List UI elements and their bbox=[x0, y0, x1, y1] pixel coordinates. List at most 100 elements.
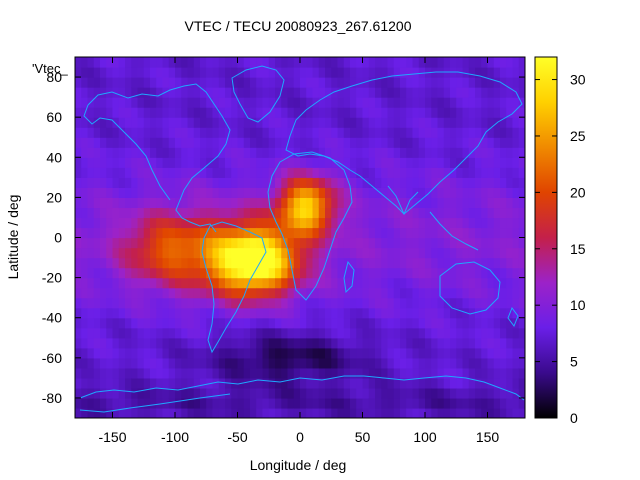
heatmap-cell bbox=[275, 187, 282, 198]
heatmap-cell bbox=[125, 97, 132, 108]
heatmap-cell bbox=[425, 87, 432, 98]
heatmap-cell bbox=[518, 177, 525, 188]
heatmap-cell bbox=[100, 77, 107, 88]
y-tick-label: 80 bbox=[46, 69, 62, 85]
heatmap-cell bbox=[356, 237, 364, 249]
heatmap-cell bbox=[125, 297, 132, 309]
heatmap-cell bbox=[150, 217, 157, 229]
heatmap-cell bbox=[193, 207, 201, 219]
heatmap-cell bbox=[456, 347, 464, 359]
heatmap-cell bbox=[212, 257, 220, 269]
heatmap-cell bbox=[181, 377, 189, 389]
heatmap-cell bbox=[400, 87, 407, 98]
heatmap-cell bbox=[256, 397, 264, 409]
heatmap-cell bbox=[418, 307, 426, 319]
heatmap-cell bbox=[300, 257, 307, 269]
heatmap-cell bbox=[300, 207, 307, 219]
heatmap-cell bbox=[500, 317, 507, 329]
heatmap-cell bbox=[281, 167, 289, 178]
heatmap-cell bbox=[343, 57, 351, 68]
heatmap-cell bbox=[81, 297, 89, 309]
heatmap-cell bbox=[81, 347, 89, 359]
heatmap-cell bbox=[331, 387, 339, 399]
heatmap-cell bbox=[318, 387, 326, 399]
heatmap-cell bbox=[375, 67, 382, 78]
heatmap-cell bbox=[343, 317, 351, 329]
heatmap-cell bbox=[312, 357, 320, 369]
heatmap-cell bbox=[218, 87, 226, 98]
heatmap-cell bbox=[443, 217, 451, 229]
heatmap-cell bbox=[512, 127, 520, 138]
heatmap-cell bbox=[268, 87, 276, 98]
heatmap-cell bbox=[212, 287, 220, 299]
heatmap-cell bbox=[243, 247, 251, 259]
heatmap-cell bbox=[275, 327, 282, 339]
heatmap-cell bbox=[362, 67, 370, 78]
heatmap-cell bbox=[75, 137, 82, 148]
heatmap-cell bbox=[93, 137, 101, 148]
heatmap-cell bbox=[218, 357, 226, 369]
heatmap-cell bbox=[343, 197, 351, 209]
heatmap-cell bbox=[425, 357, 432, 369]
heatmap-cell bbox=[118, 237, 126, 249]
heatmap-cell bbox=[106, 337, 114, 349]
heatmap-cell bbox=[112, 337, 120, 349]
heatmap-cell bbox=[356, 397, 364, 409]
heatmap-cell bbox=[393, 167, 401, 178]
heatmap-cell bbox=[350, 277, 357, 289]
heatmap-cell bbox=[481, 297, 489, 309]
heatmap-cell bbox=[293, 407, 301, 418]
y-tick-label: -20 bbox=[42, 270, 62, 286]
heatmap-cell bbox=[162, 407, 170, 418]
heatmap-cell bbox=[243, 347, 251, 359]
heatmap-cell bbox=[125, 237, 132, 249]
heatmap-cell bbox=[287, 197, 295, 209]
heatmap-cell bbox=[368, 397, 376, 409]
heatmap-cell bbox=[500, 137, 507, 148]
heatmap-cell bbox=[150, 377, 157, 389]
heatmap-cell bbox=[443, 357, 451, 369]
heatmap-cell bbox=[518, 347, 525, 359]
heatmap-cell bbox=[75, 87, 82, 98]
heatmap-cell bbox=[350, 307, 357, 319]
heatmap-cell bbox=[512, 327, 520, 339]
heatmap-cell bbox=[306, 257, 314, 269]
heatmap-cell bbox=[406, 327, 414, 339]
heatmap-cell bbox=[168, 397, 176, 409]
heatmap-cell bbox=[506, 397, 514, 409]
heatmap-cell bbox=[368, 247, 376, 259]
heatmap-cell bbox=[106, 217, 114, 229]
heatmap-cell bbox=[512, 137, 520, 148]
heatmap-cell bbox=[500, 67, 507, 78]
heatmap-cell bbox=[318, 67, 326, 78]
heatmap-cell bbox=[306, 337, 314, 349]
heatmap-cell bbox=[187, 287, 195, 299]
heatmap-cell bbox=[443, 377, 451, 389]
heatmap-cell bbox=[500, 267, 507, 279]
heatmap-cell bbox=[137, 277, 145, 289]
heatmap-cell bbox=[137, 97, 145, 108]
heatmap-cell bbox=[150, 197, 157, 209]
heatmap-cell bbox=[425, 377, 432, 389]
heatmap-cell bbox=[225, 357, 232, 369]
heatmap-cell bbox=[512, 267, 520, 279]
heatmap-cell bbox=[331, 167, 339, 178]
heatmap-cell bbox=[400, 77, 407, 88]
heatmap-cell bbox=[481, 67, 489, 78]
heatmap-cell bbox=[412, 177, 420, 188]
heatmap-cell bbox=[212, 97, 220, 108]
heatmap-cell bbox=[412, 137, 420, 148]
heatmap-cell bbox=[468, 197, 476, 209]
heatmap-cell bbox=[250, 237, 257, 249]
heatmap-cell bbox=[337, 397, 345, 409]
heatmap-cell bbox=[162, 357, 170, 369]
heatmap-cell bbox=[400, 257, 407, 269]
heatmap-cell bbox=[218, 277, 226, 289]
heatmap-cell bbox=[125, 357, 132, 369]
heatmap-cell bbox=[512, 197, 520, 209]
heatmap-cell bbox=[375, 187, 382, 198]
y-tick-label: 20 bbox=[46, 189, 62, 205]
heatmap-cell bbox=[206, 127, 214, 138]
heatmap-cell bbox=[512, 287, 520, 299]
heatmap-cell bbox=[450, 357, 457, 369]
